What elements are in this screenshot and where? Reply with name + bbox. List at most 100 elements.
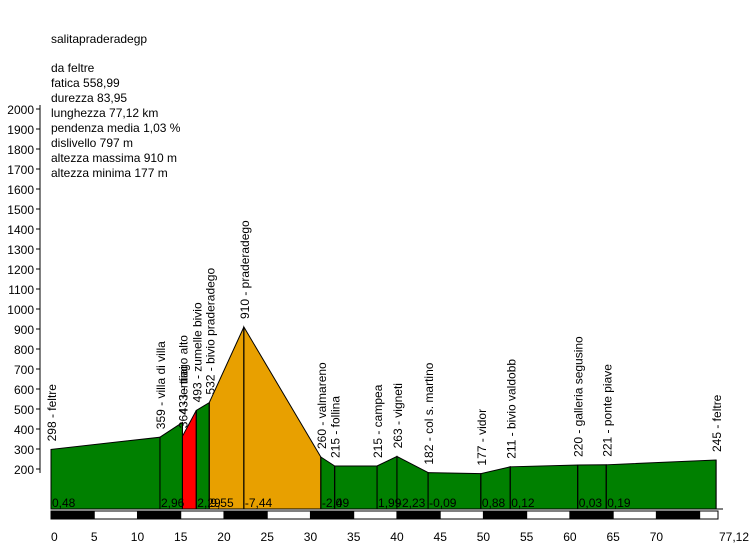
- y-tick-label: 1200: [7, 263, 34, 277]
- stat-pendenza-media: pendenza media 1,03 %: [51, 121, 181, 135]
- distance-bar-block: [353, 510, 398, 520]
- stat-durezza: durezza 83,95: [51, 91, 128, 105]
- y-tick-label: 1300: [7, 243, 34, 257]
- x-tick-label: 40: [390, 530, 404, 544]
- distance-bar-block: [136, 510, 182, 520]
- waypoint-label: 215 - follina: [329, 396, 343, 458]
- y-tick-label: 400: [14, 423, 34, 437]
- distance-bar-block: [439, 510, 484, 520]
- distance-bar-block: [50, 510, 95, 520]
- x-tick-label: 55: [520, 530, 534, 544]
- x-tick-label: 20: [217, 530, 231, 544]
- x-tick-label: 10: [131, 530, 145, 544]
- distance-bar-block: [612, 510, 657, 520]
- waypoint-label: 177 - vidor: [475, 409, 489, 466]
- waypoint-label: 211 - bivio valdobb: [504, 359, 518, 459]
- chart-title: salitapraderadegp: [51, 32, 148, 46]
- distance-bar-block: [699, 510, 719, 520]
- x-tick-label: 60: [563, 530, 577, 544]
- waypoint-label: 298 - feltre: [45, 384, 59, 442]
- y-tick-label: 200: [14, 463, 34, 477]
- y-axis: 200 300 400 500 600 700 800 900 1000 1100 1200 1300…: [7, 103, 41, 477]
- x-tick-label: 77,12: [719, 530, 749, 544]
- distance-bar-block: [223, 510, 268, 520]
- distance-scale-bar: [50, 508, 723, 520]
- y-tick-label: 800: [14, 343, 34, 357]
- waypoint-label: 215 - campea: [371, 384, 385, 458]
- y-tick-label: 300: [14, 443, 34, 457]
- waypoint-label: 910 - praderadego: [238, 220, 252, 319]
- grade-label: 0,03: [579, 496, 603, 510]
- distance-bar-block: [526, 510, 571, 520]
- x-tick-label: 30: [304, 530, 318, 544]
- grade-label: 0,12: [511, 496, 535, 510]
- profile-segment: [195, 401, 210, 510]
- grade-label: 0,88: [482, 496, 506, 510]
- y-tick-label: 2000: [7, 103, 34, 117]
- waypoint-label: 221 - ponte piave: [600, 364, 614, 457]
- route-stats: da feltre fatica 558,99 durezza 83,95 lu…: [51, 61, 180, 181]
- grade-label: 0,19: [607, 496, 631, 510]
- waypoint-label: 493 - zumelle bivio: [190, 302, 204, 402]
- grade-label: 0,48: [52, 496, 76, 510]
- grade-label: -7,44: [245, 496, 273, 510]
- profile-segment: [243, 325, 322, 510]
- grade-label: 2,96: [161, 496, 185, 510]
- y-tick-label: 600: [14, 383, 34, 397]
- distance-bar-block: [396, 510, 441, 520]
- profile-segments: [50, 325, 717, 510]
- stat-altezza-minima: altezza minima 177 m: [51, 166, 168, 180]
- y-tick-label: 900: [14, 323, 34, 337]
- grade-label: 9,55: [210, 496, 234, 510]
- waypoint-label: 245 - feltre: [710, 394, 724, 452]
- waypoint-label: 359 - villa di villa: [154, 341, 168, 429]
- stat-lunghezza: lunghezza 77,12 km: [51, 106, 159, 120]
- grade-label: 0: [336, 496, 343, 510]
- grade-label: 2,29: [197, 496, 221, 510]
- grade-label: -2,23: [398, 496, 426, 510]
- y-tick-label: 1400: [7, 223, 34, 237]
- stat-altezza-massima: altezza massima 910 m: [51, 151, 178, 165]
- waypoint-label: 182 - col s. martino: [422, 362, 436, 464]
- y-tick-label: 1800: [7, 143, 34, 157]
- y-tick-label: 500: [14, 403, 34, 417]
- distance-bar-block: [482, 510, 528, 520]
- stat-start: da feltre: [51, 61, 95, 75]
- distance-bar-block: [180, 510, 225, 520]
- y-tick-label: 1700: [7, 163, 34, 177]
- x-tick-label: 70: [650, 530, 664, 544]
- x-axis: 0 5 10 15 20 25 30 35 40 45 50 55 60 65 70 77,12: [51, 530, 749, 544]
- grade-label: -2,49: [322, 496, 350, 510]
- x-tick-label: 0: [51, 530, 58, 544]
- y-tick-label: 1600: [7, 183, 34, 197]
- grade-label: -0,09: [429, 496, 457, 510]
- waypoint-labels: 298 - feltre 359 - villa di villa 433 - ti…: [45, 220, 724, 466]
- x-tick-label: 15: [174, 530, 188, 544]
- segment-dividers: [50, 327, 717, 509]
- x-tick-label: 65: [606, 530, 620, 544]
- y-tick-label: 1100: [8, 283, 34, 297]
- waypoint-label: 260 - valmareno: [315, 362, 329, 449]
- grade-labels: 0,48 2,96 2,299,55 -7,44 -2,490 1,99-2,23 -0,0…: [52, 496, 631, 510]
- x-tick-label: 5: [91, 530, 98, 544]
- x-tick-label: 50: [477, 530, 491, 544]
- waypoint-label: 433 - tiago alto: [176, 335, 190, 415]
- distance-bar-block: [309, 510, 355, 520]
- x-tick-label: 45: [434, 530, 448, 544]
- y-tick-label: 1900: [7, 123, 34, 137]
- distance-bar-block: [93, 510, 138, 520]
- grade-label: 1,99: [378, 496, 402, 510]
- distance-bar-block: [655, 510, 701, 520]
- y-tick-label: 700: [14, 363, 34, 377]
- waypoint-label: 364 - lentiai: [176, 366, 190, 428]
- x-tick-label: 35: [347, 530, 361, 544]
- distance-bar-block: [569, 510, 614, 520]
- waypoint-label: 263 - vigneti: [391, 383, 405, 448]
- x-tick-label: 25: [261, 530, 275, 544]
- y-tick-label: 1000: [7, 303, 34, 317]
- stat-dislivello: dislivello 797 m: [51, 136, 134, 150]
- waypoint-label: 532 - bivio praderadego: [203, 268, 217, 395]
- y-tick-label: 1500: [7, 203, 34, 217]
- stat-fatica: fatica 558,99: [51, 76, 120, 90]
